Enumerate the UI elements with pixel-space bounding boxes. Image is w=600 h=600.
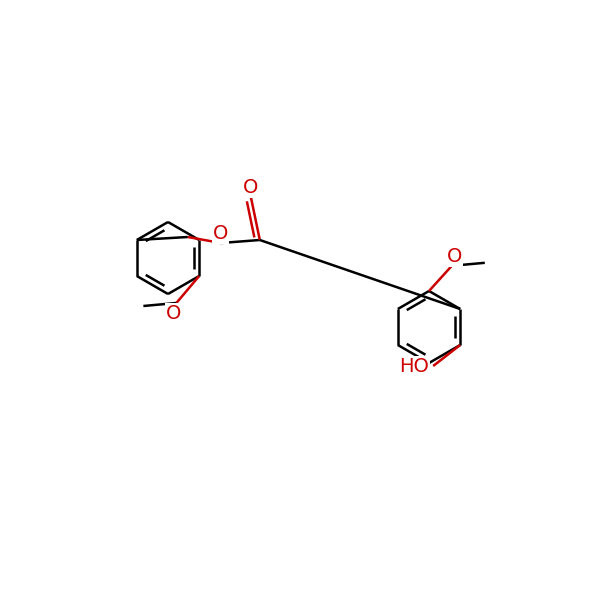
Text: HO: HO: [399, 356, 429, 376]
Text: O: O: [243, 178, 259, 197]
Text: O: O: [166, 304, 181, 323]
Text: O: O: [447, 247, 463, 266]
Text: O: O: [213, 224, 229, 244]
